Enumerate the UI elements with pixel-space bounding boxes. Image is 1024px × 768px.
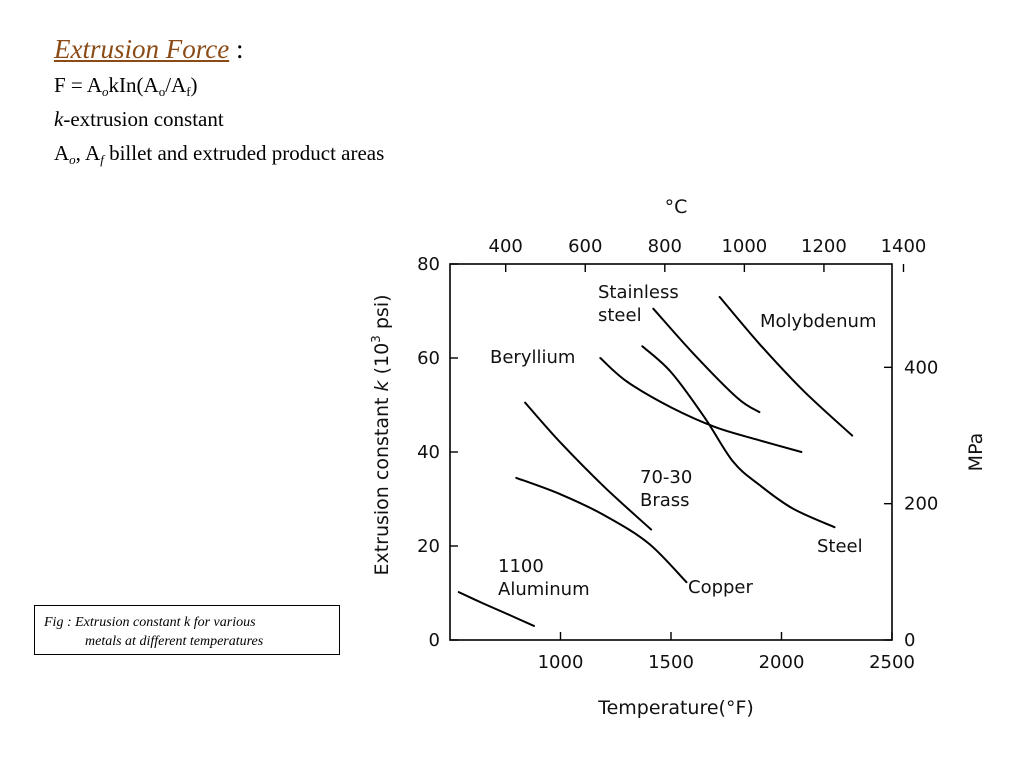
series-label-stainless-steel: steel <box>598 305 642 326</box>
right-tick-label: 0 <box>904 630 915 651</box>
series-label-aluminum: 1100 <box>498 556 544 577</box>
caption-line-1: Fig : Extrusion constant k for various <box>44 615 256 630</box>
slide-text: Extrusion Force : F = AokIn(Ao/Af) k-ext… <box>54 30 384 170</box>
x-tick-label: 1000 <box>538 652 584 673</box>
series-label-copper: Copper <box>688 577 754 598</box>
x-tick-label: 2500 <box>869 652 915 673</box>
figure-caption: Fig : Extrusion constant k for various m… <box>34 605 340 655</box>
area-a1: A <box>54 141 70 165</box>
k-text: -extrusion constant <box>63 107 224 131</box>
left-axis-label-pre: Extrusion constant <box>371 391 393 575</box>
formula-lhs: F = A <box>54 73 103 97</box>
series-label-aluminum: Aluminum <box>498 579 590 600</box>
series-line-molybdenum <box>718 295 854 437</box>
left-axis-label-k: k <box>371 379 393 391</box>
y-tick-label: 60 <box>417 348 440 369</box>
left-axis-label-exp: 3 <box>369 335 383 343</box>
k-definition: k-extrusion constant <box>54 102 384 136</box>
x-tick-label: 2000 <box>759 652 805 673</box>
axis-labels: Temperature(°F) °C MPa Extrusion constan… <box>369 196 987 719</box>
y-tick-label: 80 <box>417 254 440 275</box>
series-label-molybdenum: Molybdenum <box>760 311 876 332</box>
top-tick-label: 1000 <box>721 236 767 257</box>
x-tick-label: 1500 <box>648 652 694 673</box>
series-line-70-30-brass <box>524 401 653 531</box>
title-colon: : <box>229 34 244 64</box>
series-line-stainless-steel <box>652 307 761 414</box>
top-tick-label: 1200 <box>801 236 847 257</box>
formula-line: F = AokIn(Ao/Af) <box>54 68 384 102</box>
series-line-copper <box>515 476 688 584</box>
formula-sub-o2: o <box>158 84 166 99</box>
top-tick-label: 1400 <box>881 236 927 257</box>
left-axis-label-unit: psi) <box>371 294 393 335</box>
series-label-steel: Steel <box>817 536 863 557</box>
formula-sub-f: f <box>186 84 191 99</box>
formula-mid: kIn(A <box>108 73 159 97</box>
top-axis-label: °C <box>665 196 688 218</box>
area-text: billet and extruded product areas <box>103 141 385 165</box>
y-tick-label: 40 <box>417 442 440 463</box>
slide-title: Extrusion Force : <box>54 30 384 68</box>
top-tick-label: 400 <box>489 236 523 257</box>
k-symbol: k <box>54 107 64 131</box>
right-tick-label: 200 <box>904 494 938 515</box>
series-line-steel <box>641 345 836 529</box>
series-line-beryllium <box>599 357 803 453</box>
left-axis-label-paren: (10 <box>371 343 393 381</box>
left-axis-label: Extrusion constant k (103 psi) <box>369 294 393 575</box>
axis-ticks <box>450 263 905 641</box>
title-text: Extrusion Force <box>54 34 230 64</box>
top-tick-label: 800 <box>648 236 682 257</box>
series-label-beryllium: Beryllium <box>490 347 575 368</box>
top-tick-label: 600 <box>568 236 602 257</box>
formula-sub-o: o <box>102 84 109 99</box>
y-tick-label: 0 <box>429 630 440 651</box>
caption-line-2: metals at different temperatures <box>85 634 264 649</box>
right-axis-label: MPa <box>965 433 987 472</box>
series-line-aluminum <box>457 591 535 627</box>
y-tick-label: 20 <box>417 536 440 557</box>
x-axis-label: Temperature(°F) <box>597 697 754 719</box>
series-label-70-30-brass: Brass <box>640 490 690 511</box>
right-tick-label: 400 <box>904 357 938 378</box>
area-a2-sub: f <box>100 152 104 167</box>
area-definition: Ao, Af billet and extruded product areas <box>54 136 384 170</box>
series-label-stainless-steel: Stainless <box>598 282 679 303</box>
area-a1-sub: o <box>69 152 76 167</box>
formula-slash: /A <box>165 73 187 97</box>
series-label-70-30-brass: 70-30 <box>640 467 692 488</box>
formula-close: ) <box>190 73 198 97</box>
area-sep: , A <box>75 141 101 165</box>
